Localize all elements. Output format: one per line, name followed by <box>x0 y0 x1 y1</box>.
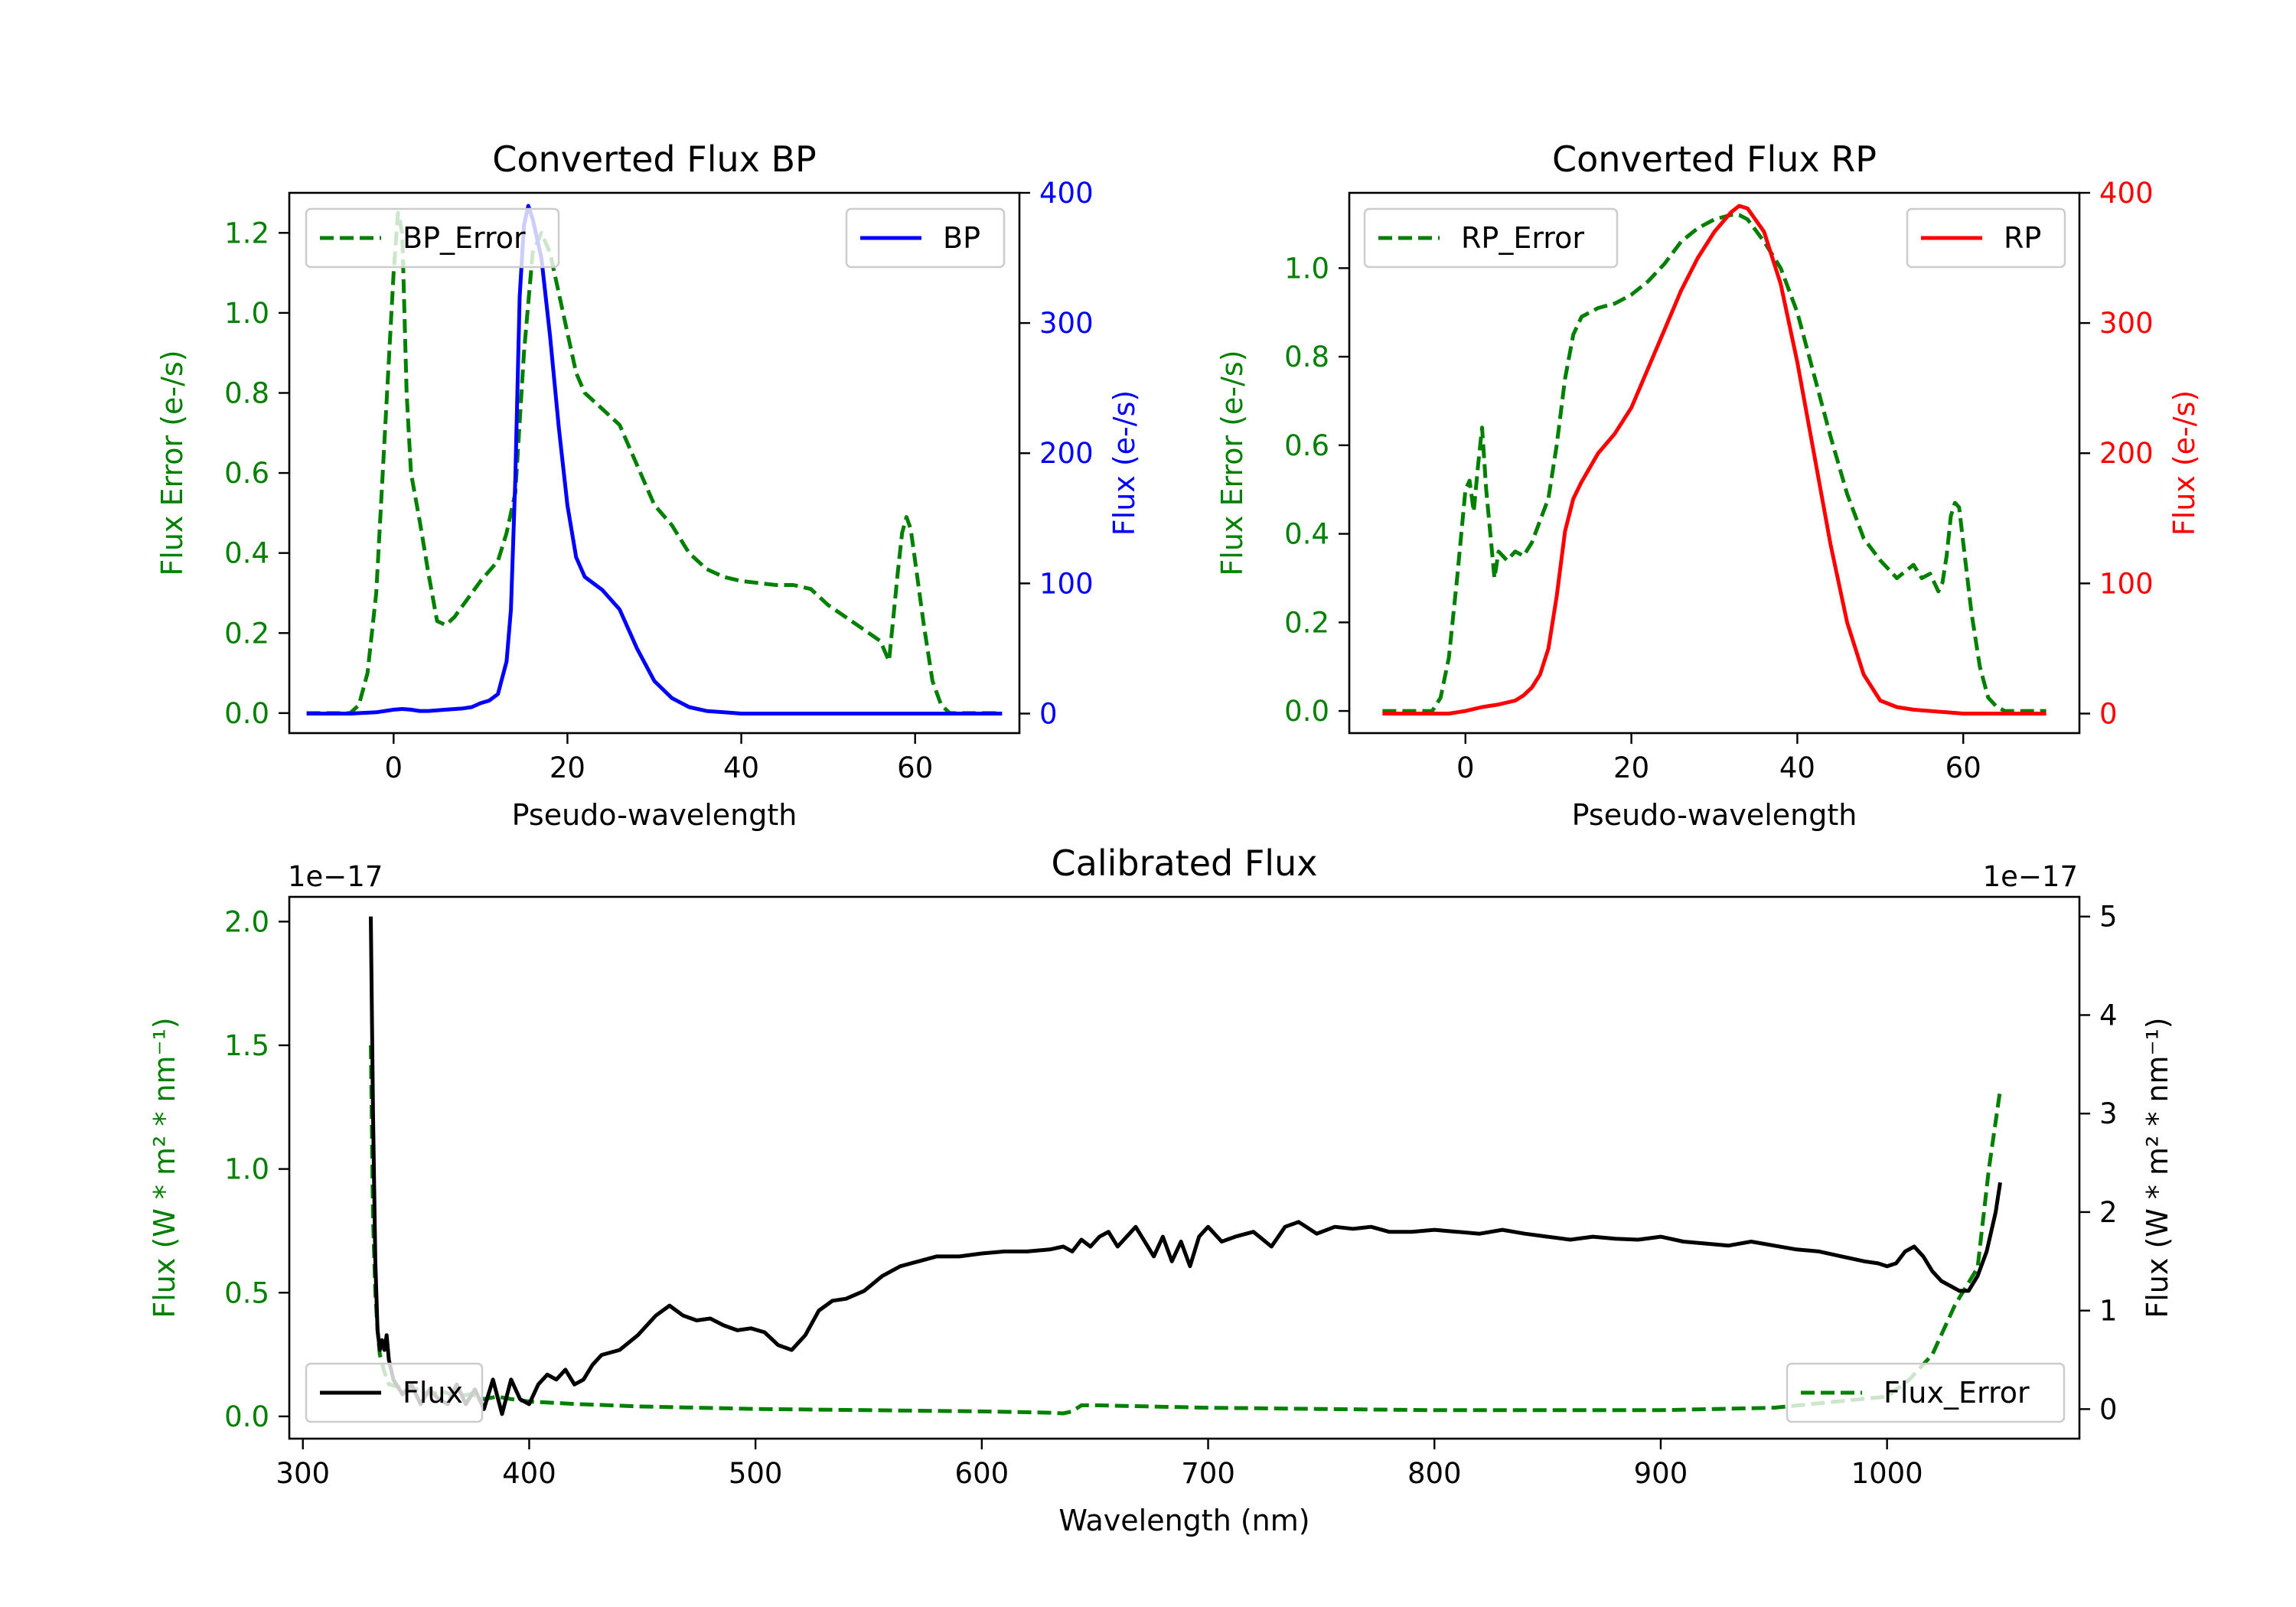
legend-flux-error: Flux_Error <box>1786 1362 2066 1423</box>
y-left-tick-label: 0.8 <box>224 376 269 409</box>
y-right-tick-label: 0 <box>1039 697 1058 730</box>
series-flux-line <box>369 916 2002 1416</box>
y-left-tick-label: 1.5 <box>224 1029 269 1062</box>
legend-box <box>845 207 1006 269</box>
x-tick-label: 900 <box>1634 1457 1688 1490</box>
y-left-axis-label: Flux Error (e-/s) <box>155 350 189 575</box>
y-left-tick-label: 0.6 <box>1284 429 1329 462</box>
x-tick-label: 500 <box>729 1457 783 1490</box>
y-right-tick-label: 5 <box>2099 901 2118 934</box>
y-right-tick-label: 100 <box>2099 567 2154 600</box>
x-tick-label: 0 <box>385 751 403 784</box>
x-tick-label: 20 <box>550 751 585 784</box>
series-bp-error-line <box>306 210 1003 715</box>
y-left-tick-label: 0.4 <box>224 537 269 570</box>
y-right-tick-label: 300 <box>2099 307 2154 340</box>
x-tick-label: 60 <box>897 751 933 784</box>
y-right-tick-label: 200 <box>1039 437 1094 470</box>
y-left-tick-label: 1.0 <box>224 1153 269 1186</box>
plot-frame <box>288 191 1021 735</box>
x-axis-label: Wavelength (nm) <box>1058 1504 1309 1537</box>
legend-label: Flux_Error <box>1883 1376 2030 1410</box>
chart-title: Calibrated Flux <box>1052 843 1318 884</box>
legend-label: Flux <box>403 1376 463 1410</box>
y-left-axis-label: Flux Error (e-/s) <box>1215 350 1249 575</box>
y-left-tick-label: 0.2 <box>224 617 269 650</box>
y-left-tick-label: 1.2 <box>224 217 269 249</box>
y-right-tick-label: 1 <box>2099 1295 2118 1328</box>
x-tick-label: 700 <box>1181 1457 1235 1490</box>
y-right-tick-label: 400 <box>2099 177 2154 210</box>
x-tick-label: 400 <box>502 1457 556 1490</box>
y-left-tick-label: 1.0 <box>224 297 269 330</box>
series-flux-error-line <box>369 1045 2002 1416</box>
y-right-tick-label: 3 <box>2099 1097 2118 1130</box>
x-tick-label: 20 <box>1613 751 1649 784</box>
chart-rp: 0 20 40 60 0.0 0.2 0.4 0.6 0.8 1.0 0 100 200 300 400 Co… <box>1215 139 2201 832</box>
y-right-axis-label: Flux (W * m² * nm⁻¹) <box>2141 1017 2174 1318</box>
x-tick-label: 1000 <box>1851 1457 1923 1490</box>
legend-label: RP_Error <box>1461 221 1584 255</box>
legend-flux: RP <box>1906 207 2066 269</box>
series-rp-error-line <box>1382 213 2047 713</box>
legend-flux: BP <box>845 207 1006 269</box>
y-left-tick-label: 0.0 <box>1284 695 1329 728</box>
chart-cal: 300 400 500 600 700 800 900 1000 0.0 0.5 1.0 1.5 2.0… <box>148 843 2174 1537</box>
y-left-axis-label: Flux (W * m² * nm⁻¹) <box>148 1017 181 1318</box>
y-right-tick-label: 100 <box>1039 567 1094 600</box>
y-left-tick-label: 0.6 <box>224 457 269 490</box>
x-tick-label: 40 <box>723 751 759 784</box>
legend-label: BP_Error <box>403 221 526 255</box>
x-tick-label: 300 <box>276 1457 330 1490</box>
x-axis-label: Pseudo-wavelength <box>1572 798 1857 832</box>
x-tick-label: 40 <box>1779 751 1815 784</box>
x-axis-label: Pseudo-wavelength <box>512 798 797 832</box>
y-left-offset-label: 1e−17 <box>288 860 383 893</box>
series-rp-line <box>1382 204 2047 715</box>
y-left-tick-label: 1.0 <box>1284 252 1329 285</box>
y-left-tick-label: 0.0 <box>224 1400 269 1433</box>
x-tick-label: 600 <box>955 1457 1009 1490</box>
legend-label: RP <box>2004 221 2041 255</box>
y-right-tick-label: 2 <box>2099 1196 2118 1229</box>
x-tick-label: 0 <box>1456 751 1475 784</box>
y-right-tick-label: 300 <box>1039 307 1094 340</box>
x-tick-label: 800 <box>1407 1457 1462 1490</box>
y-right-tick-label: 200 <box>2099 437 2154 470</box>
plot-frame <box>1348 191 2081 735</box>
legend-label: BP <box>943 221 980 255</box>
legend-box <box>1786 1362 2066 1423</box>
series-bp-line <box>306 204 1003 715</box>
legend-flux: Flux <box>305 1362 484 1423</box>
chart-title: Converted Flux RP <box>1552 139 1877 180</box>
y-left-tick-label: 0.8 <box>1284 341 1329 373</box>
y-left-tick-label: 2.0 <box>224 905 269 938</box>
legend-box <box>305 1362 484 1423</box>
x-tick-label: 60 <box>1945 751 1981 784</box>
legend-error: RP_Error <box>1363 207 1619 269</box>
y-right-axis-label: Flux (e-/s) <box>1107 390 1141 536</box>
y-right-axis-label: Flux (e-/s) <box>2167 390 2201 536</box>
chart-bp: 0 20 40 60 0.0 0.2 0.4 0.6 0.8 1.0 1.2 0 100 200 300 40… <box>155 139 1141 832</box>
legend-error: BP_Error <box>305 207 560 269</box>
y-right-tick-label: 400 <box>1039 177 1094 210</box>
y-right-tick-label: 0 <box>2099 1393 2118 1426</box>
plot-frame <box>288 895 2081 1440</box>
y-left-tick-label: 0.4 <box>1284 518 1329 551</box>
y-right-tick-label: 0 <box>2099 697 2118 730</box>
y-right-tick-label: 4 <box>2099 999 2118 1032</box>
y-left-tick-label: 0.2 <box>1284 606 1329 639</box>
y-left-tick-label: 0.5 <box>224 1276 269 1309</box>
legend-box <box>1906 207 2066 269</box>
y-left-tick-label: 0.0 <box>224 697 269 730</box>
legend-box <box>1363 207 1619 269</box>
legend-box <box>305 207 560 269</box>
y-right-offset-label: 1e−17 <box>1983 860 2078 893</box>
chart-title: Converted Flux BP <box>492 139 817 180</box>
